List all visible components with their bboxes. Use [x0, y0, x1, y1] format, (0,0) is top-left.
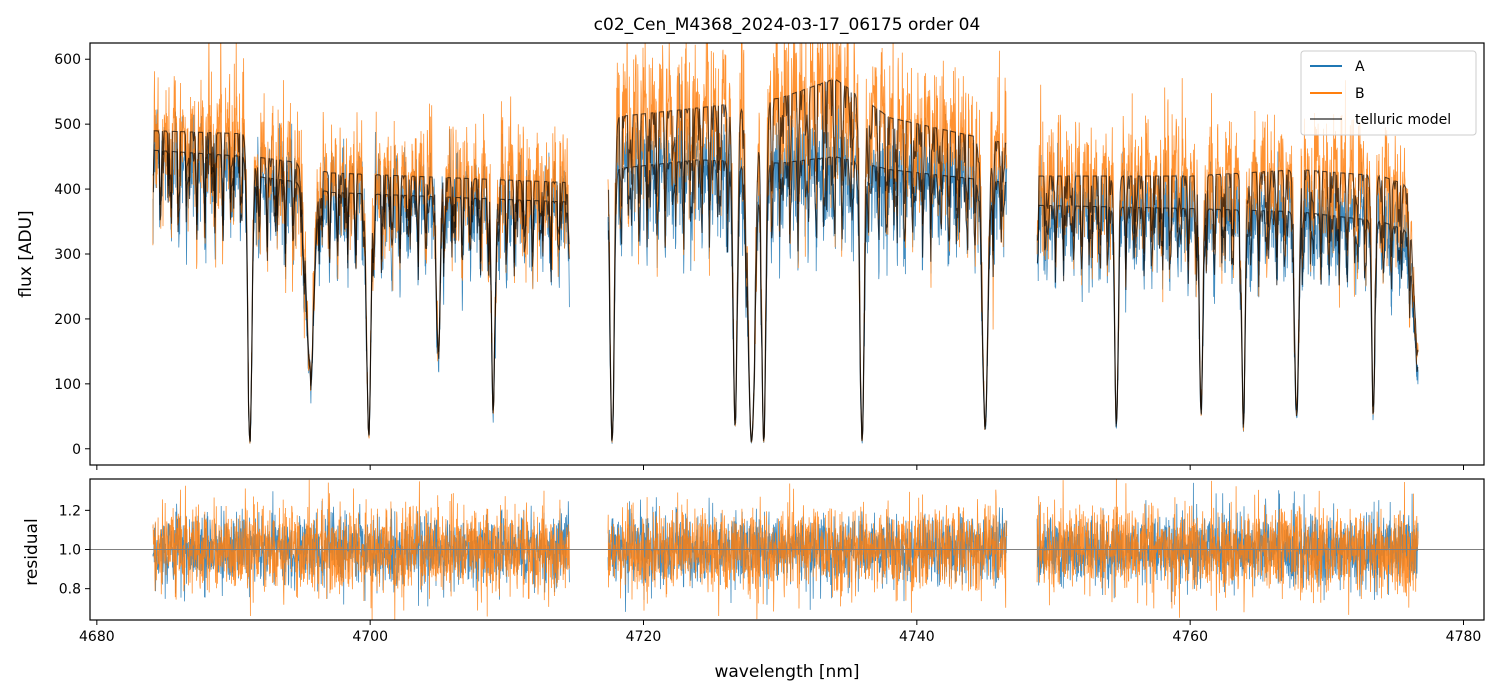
residual-line-b-seg1 [607, 483, 1008, 620]
residual-panel: 0.8 1.0 1.2 4680 4700 4720 4740 4760 4780 resid… [22, 478, 1485, 682]
chart-title: c02_Cen_M4368_2024-03-17_06175 order 04 [594, 15, 981, 35]
xtick-label: 4700 [352, 629, 388, 645]
legend-label-telluric: telluric model [1355, 112, 1451, 128]
residual-line-b-seg0 [152, 479, 570, 620]
xtick-label: 4680 [79, 629, 115, 645]
residual-ytick-label: 1.0 [59, 543, 81, 559]
xtick-label: 4720 [626, 629, 662, 645]
flux-ytick-label: 100 [54, 377, 81, 393]
flux-ytick-label: 600 [54, 52, 81, 68]
telluric-model-line-a-seg2 [1036, 204, 1419, 428]
legend-label-b: B [1355, 86, 1365, 102]
residual-line-a-seg0 [152, 491, 570, 607]
legend-box [1300, 50, 1477, 136]
residual-line-b-seg2 [1036, 479, 1419, 618]
legend-label-a: A [1355, 59, 1365, 75]
residual-ylabel: residual [22, 518, 42, 585]
flux-ytick-label: 200 [54, 312, 81, 328]
flux-ylabel: flux [ADU] [16, 210, 36, 297]
telluric-model-line-a-seg1 [607, 156, 1007, 443]
legend: A B telluric model [1300, 50, 1477, 136]
xtick-label: 4760 [1172, 629, 1208, 645]
telluric-model-line-b-seg2 [1036, 169, 1419, 425]
xtick-label: 4780 [1446, 629, 1482, 645]
residual-ytick-label: 1.2 [59, 503, 81, 519]
flux-ytick-label: 300 [54, 247, 81, 263]
xtick-label: 4740 [899, 629, 935, 645]
flux-ytick-label: 0 [72, 442, 81, 458]
xlabel: wavelength [nm] [714, 662, 859, 682]
flux-ytick-label: 500 [54, 117, 81, 133]
flux-panel: 0 100 200 300 400 500 600 flux [ADU] A B tellu… [16, 42, 1485, 470]
telluric-model-line-b-seg1 [607, 79, 1007, 441]
residual-ytick-label: 0.8 [59, 582, 81, 598]
telluric-model-line-b-seg0 [152, 130, 570, 442]
flux-ytick-label: 400 [54, 182, 81, 198]
